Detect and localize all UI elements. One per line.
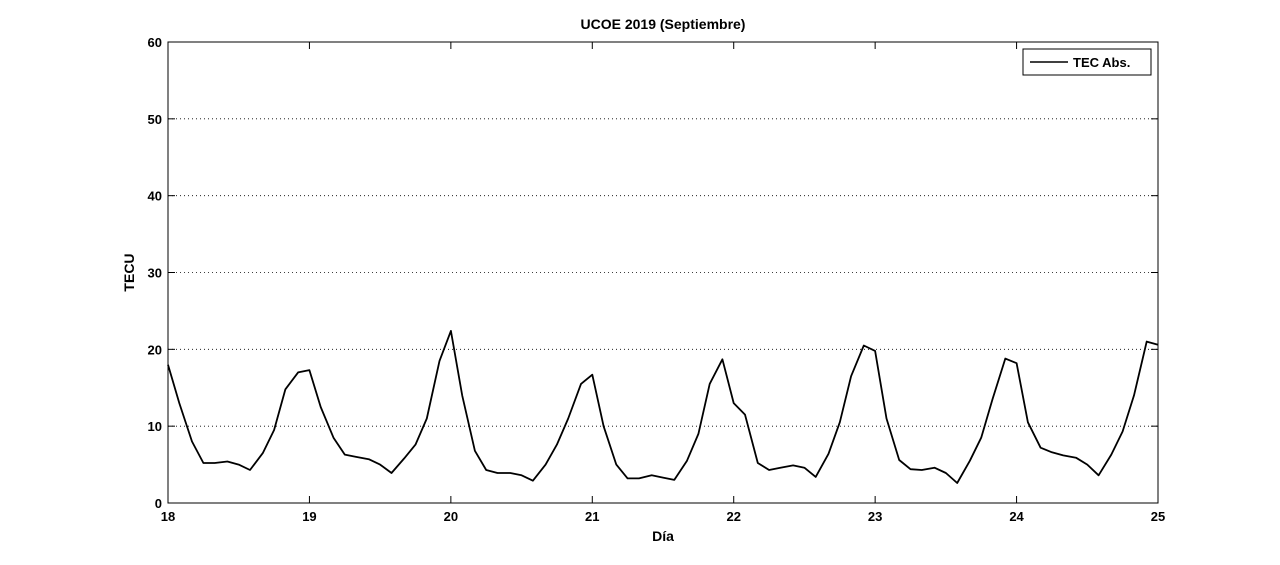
y-axis-label: TECU [121, 253, 137, 291]
x-tick-label: 22 [726, 509, 740, 524]
legend: TEC Abs. [1022, 48, 1152, 76]
y-tick-label: 60 [148, 35, 162, 50]
x-tick-label: 18 [161, 509, 175, 524]
x-axis-label: Día [652, 528, 674, 544]
y-tick-label: 10 [148, 419, 162, 434]
y-tick-label: 20 [148, 342, 162, 357]
x-tick-label: 20 [444, 509, 458, 524]
x-tick-label: 19 [302, 509, 316, 524]
x-tick-label: 25 [1151, 509, 1165, 524]
y-tick-label: 30 [148, 266, 162, 281]
legend-label: TEC Abs. [1073, 55, 1130, 70]
chart-title: UCOE 2019 (Septiembre) [581, 16, 746, 32]
series-line-tec-abs [167, 329, 1159, 484]
y-tick-label: 50 [148, 112, 162, 127]
data-layer [167, 329, 1159, 484]
x-tick-label: 24 [1009, 509, 1024, 524]
y-tick-label: 40 [148, 189, 162, 204]
x-tick-label: 23 [868, 509, 882, 524]
grid-lines [168, 118, 1158, 427]
tick-labels: 0 10 20 30 40 50 60 18 19 20 21 22 23 24 25 [148, 35, 1166, 524]
y-tick-label: 0 [155, 496, 162, 511]
x-tick-label: 21 [585, 509, 599, 524]
axis-ticks [167, 41, 1159, 504]
